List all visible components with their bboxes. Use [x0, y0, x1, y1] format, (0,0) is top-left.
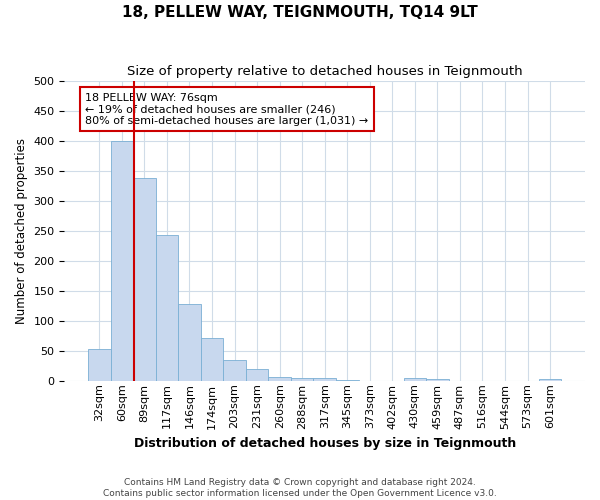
Bar: [133, 178, 155, 381]
Text: Contains HM Land Registry data © Crown copyright and database right 2024.
Contai: Contains HM Land Registry data © Crown c…: [103, 478, 497, 498]
Bar: [155, 236, 178, 381]
Bar: [539, 379, 562, 381]
Bar: [246, 370, 268, 381]
X-axis label: Distribution of detached houses by size in Teignmouth: Distribution of detached houses by size …: [134, 437, 516, 450]
Text: 18 PELLEW WAY: 76sqm
← 19% of detached houses are smaller (246)
80% of semi-deta: 18 PELLEW WAY: 76sqm ← 19% of detached h…: [85, 92, 368, 126]
Bar: [110, 140, 133, 381]
Y-axis label: Number of detached properties: Number of detached properties: [15, 138, 28, 324]
Bar: [201, 338, 223, 381]
Title: Size of property relative to detached houses in Teignmouth: Size of property relative to detached ho…: [127, 65, 523, 78]
Bar: [291, 378, 313, 381]
Bar: [313, 378, 336, 381]
Bar: [88, 349, 110, 381]
Bar: [336, 380, 359, 381]
Bar: [268, 376, 291, 381]
Bar: [404, 378, 426, 381]
Bar: [223, 360, 246, 381]
Bar: [426, 379, 449, 381]
Bar: [178, 304, 201, 381]
Text: 18, PELLEW WAY, TEIGNMOUTH, TQ14 9LT: 18, PELLEW WAY, TEIGNMOUTH, TQ14 9LT: [122, 5, 478, 20]
